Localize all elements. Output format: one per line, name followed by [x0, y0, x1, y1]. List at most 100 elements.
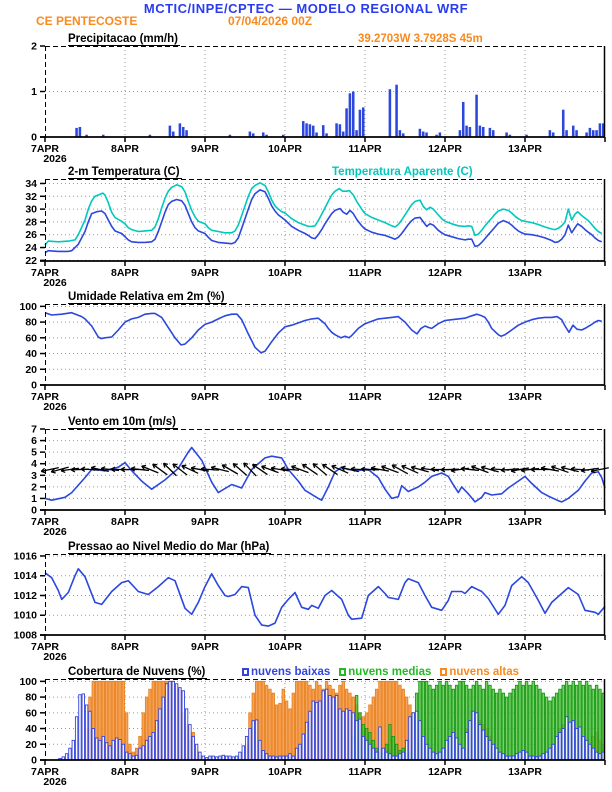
svg-text:13APR: 13APR	[508, 267, 542, 279]
model-title: MCTIC/INPE/CPTEC — MODELO REGIONAL WRF	[143, 1, 469, 16]
svg-text:13APR: 13APR	[508, 143, 542, 155]
apparent-temperature-label: Temperatura Aparente (C)	[332, 166, 473, 178]
svg-text:24: 24	[25, 242, 37, 254]
svg-text:26: 26	[25, 229, 37, 241]
precip-grid	[45, 46, 605, 137]
svg-text:40: 40	[25, 723, 37, 735]
svg-text:1012: 1012	[14, 590, 38, 602]
svg-text:8APR: 8APR	[111, 766, 139, 778]
wind-title-row: Vento em 10m (m/s)	[0, 416, 612, 429]
svg-text:7: 7	[31, 424, 37, 436]
humidity-frame	[40, 304, 606, 386]
precipitation-title: Precipitacao (mm/h)	[68, 33, 180, 46]
temp-series	[44, 181, 603, 254]
legend-item-high-clouds: nuvens altas	[440, 666, 519, 678]
svg-text:11APR: 11APR	[348, 516, 382, 528]
legend-label: nuvens altas	[449, 666, 520, 678]
svg-text:12APR: 12APR	[428, 766, 462, 778]
station-name: CE PENTECOSTE	[36, 14, 138, 28]
clouds-title-row: Cobertura de Nuvens (%) nuvens baixas nu…	[0, 666, 612, 679]
svg-text:2: 2	[31, 481, 37, 493]
svg-text:10APR: 10APR	[268, 766, 302, 778]
svg-text:9APR: 9APR	[191, 641, 219, 653]
svg-text:11APR: 11APR	[348, 267, 382, 279]
svg-text:22: 22	[25, 255, 37, 267]
svg-text:10APR: 10APR	[268, 516, 302, 528]
svg-text:12APR: 12APR	[428, 516, 462, 528]
svg-text:20: 20	[25, 364, 37, 376]
svg-text:7APR: 7APR	[31, 267, 59, 279]
svg-text:11APR: 11APR	[348, 143, 382, 155]
pressure-title-row: Pressao ao Nivel Medio do Mar (hPa)	[0, 541, 612, 554]
clouds-legend: nuvens baixas nuvens medias nuvens altas	[242, 666, 519, 678]
svg-text:28: 28	[25, 216, 37, 228]
svg-text:12APR: 12APR	[428, 143, 462, 155]
wind-series	[44, 446, 606, 503]
svg-text:8APR: 8APR	[111, 267, 139, 279]
clouds-title: Cobertura de Nuvens (%)	[68, 666, 208, 679]
svg-text:0: 0	[31, 380, 37, 392]
pressure-series	[44, 568, 606, 627]
svg-text:1016: 1016	[14, 550, 38, 562]
svg-text:11APR: 11APR	[348, 766, 382, 778]
svg-text:10APR: 10APR	[268, 391, 302, 403]
svg-text:8APR: 8APR	[111, 143, 139, 155]
precip-frame	[40, 46, 606, 138]
svg-text:12APR: 12APR	[428, 267, 462, 279]
temperature-title-row: 2-m Temperatura (C) Temperatura Aparente…	[0, 166, 612, 179]
svg-text:9APR: 9APR	[191, 391, 219, 403]
svg-text:0: 0	[31, 505, 37, 517]
svg-text:2026: 2026	[43, 277, 67, 289]
svg-text:9APR: 9APR	[191, 516, 219, 528]
svg-text:8APR: 8APR	[111, 641, 139, 653]
humidity-title-row: Umidade Relativa em 2m (%)	[0, 291, 612, 304]
legend-item-low-clouds: nuvens baixas	[242, 666, 330, 678]
svg-text:1014: 1014	[14, 570, 38, 582]
svg-text:10APR: 10APR	[268, 267, 302, 279]
svg-text:12APR: 12APR	[428, 641, 462, 653]
wind-title: Vento em 10m (m/s)	[68, 416, 179, 429]
svg-text:3: 3	[31, 470, 37, 482]
svg-text:12APR: 12APR	[428, 391, 462, 403]
svg-text:6: 6	[31, 435, 37, 447]
svg-text:10APR: 10APR	[268, 143, 302, 155]
svg-text:40: 40	[25, 348, 37, 360]
location-label: 39.2703W 3.7928S 45m	[358, 33, 483, 45]
svg-text:1008: 1008	[14, 630, 38, 642]
svg-text:11APR: 11APR	[348, 641, 382, 653]
low-clouds-swatch-icon	[242, 668, 249, 676]
svg-text:60: 60	[25, 332, 37, 344]
svg-text:7APR: 7APR	[31, 766, 59, 778]
svg-text:100: 100	[19, 676, 37, 688]
humidity-series	[44, 311, 602, 354]
legend-label: nuvens medias	[348, 666, 432, 678]
svg-text:2: 2	[31, 41, 37, 53]
svg-text:32: 32	[25, 191, 37, 203]
humidity-title: Umidade Relativa em 2m (%)	[68, 291, 227, 304]
svg-text:2026: 2026	[43, 401, 67, 413]
svg-text:9APR: 9APR	[191, 267, 219, 279]
svg-text:34: 34	[25, 178, 37, 190]
run-datetime: 07/04/2026 00Z	[228, 14, 313, 28]
svg-text:7APR: 7APR	[31, 143, 59, 155]
wind-frame	[40, 429, 606, 511]
svg-text:0: 0	[31, 132, 37, 144]
legend-item-mid-clouds: nuvens medias	[339, 666, 431, 678]
svg-text:1: 1	[31, 86, 37, 98]
svg-text:7APR: 7APR	[31, 391, 59, 403]
mid-clouds-swatch-icon	[339, 668, 347, 676]
svg-text:13APR: 13APR	[508, 516, 542, 528]
svg-text:80: 80	[25, 317, 37, 329]
clouds-frame	[40, 679, 606, 761]
svg-text:9APR: 9APR	[191, 143, 219, 155]
svg-text:13APR: 13APR	[508, 641, 542, 653]
